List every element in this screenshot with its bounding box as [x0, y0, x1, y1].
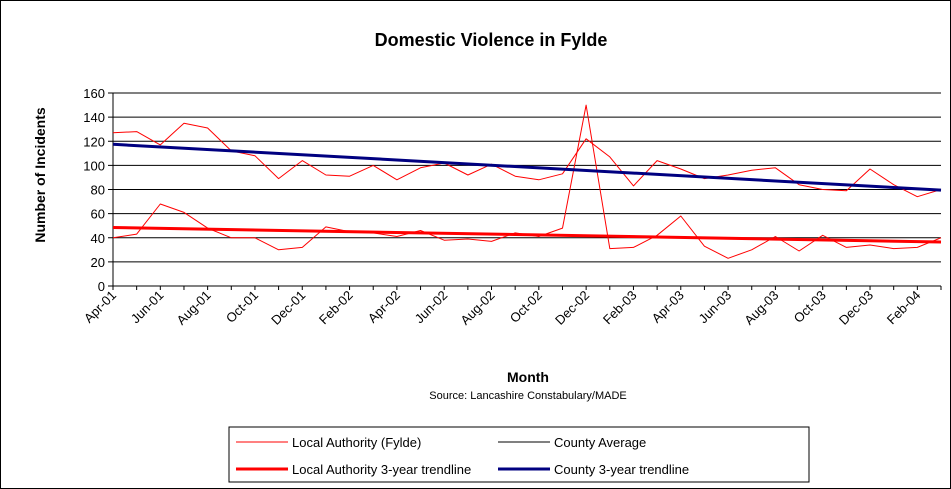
y-tick-label: 160 [83, 86, 105, 101]
legend-label: County Average [554, 435, 646, 450]
y-tick-label: 100 [83, 158, 105, 173]
series-line-2 [112, 226, 942, 244]
y-tick-label: 140 [83, 110, 105, 125]
x-tick-label: Jun-03 [695, 288, 734, 327]
legend-label: Local Authority 3-year trendline [292, 462, 471, 477]
x-tick-label: Dec-01 [268, 288, 308, 328]
y-tick-label: 60 [91, 207, 105, 222]
x-tick-label: Aug-02 [457, 288, 497, 328]
legend-label: Local Authority (Fylde) [292, 435, 421, 450]
x-axis-title: Month [507, 369, 549, 385]
x-tick-label: Aug-01 [174, 288, 214, 328]
x-tick-label: Dec-02 [552, 288, 592, 328]
y-axis-ticks: 0 20 40 60 80 100 120 140 160 [83, 86, 113, 294]
series-line-1 [112, 122, 942, 198]
x-tick-label: Dec-03 [836, 288, 876, 328]
series-group [112, 104, 942, 259]
x-tick-label: Oct-01 [223, 288, 261, 326]
y-axis-title: Number of Incidents [32, 107, 48, 243]
x-tick-label: Feb-04 [884, 288, 924, 328]
y-tick-label: 40 [91, 231, 105, 246]
y-tick-label: 0 [98, 279, 105, 294]
x-tick-label: Jun-02 [412, 288, 451, 327]
legend-label: County 3-year trendline [554, 462, 689, 477]
chart-title: Domestic Violence in Fylde [375, 30, 608, 50]
y-tick-label: 120 [83, 134, 105, 149]
x-axis-ticks: Apr-01 Jun-01 Aug-01 Oct-01 Dec-01 Feb-02 Apr-… [81, 286, 942, 328]
x-tick-label: Oct-03 [791, 288, 829, 326]
y-tick-label: 20 [91, 255, 105, 270]
gridlines [113, 92, 941, 263]
source-note: Source: Lancashire Constabulary/MADE [429, 390, 626, 402]
x-tick-label: Aug-03 [741, 288, 781, 328]
legend: Local Authority (Fylde) County Average Loc… [228, 426, 810, 483]
legend-box [228, 426, 810, 483]
x-tick-label: Apr-03 [649, 288, 687, 326]
x-tick-label: Apr-02 [365, 288, 403, 326]
x-tick-label: Feb-03 [600, 288, 640, 328]
y-tick-label: 80 [91, 183, 105, 198]
series-line-3 [112, 142, 942, 192]
x-tick-label: Oct-02 [507, 288, 545, 326]
x-tick-label: Feb-02 [316, 288, 356, 328]
x-tick-label: Jun-01 [128, 288, 167, 327]
